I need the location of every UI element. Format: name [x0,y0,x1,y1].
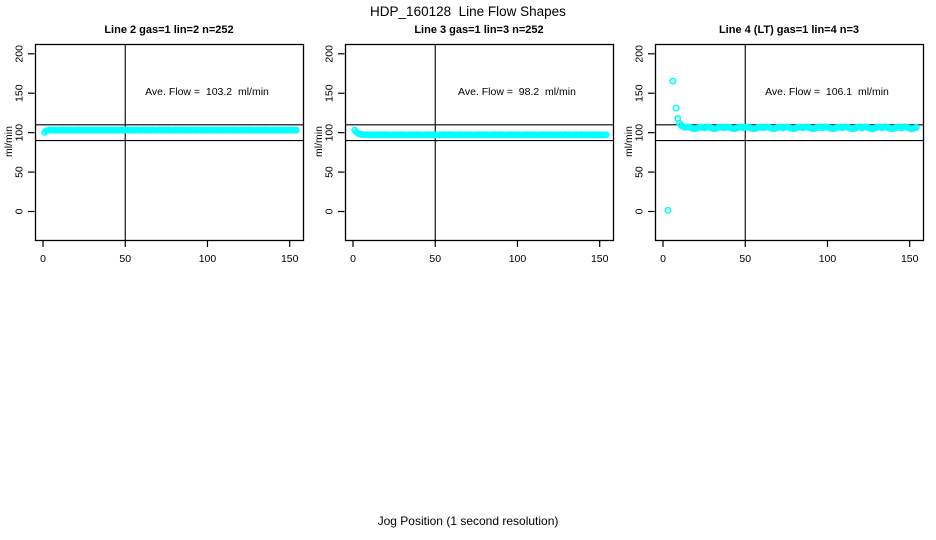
y-tick-label: 50 [634,166,646,178]
data-points [351,126,610,139]
plot-box [654,43,925,242]
x-tick-labels: 0 50 100 150 [350,253,609,265]
reference-lines [345,44,613,240]
x-tick-label: 0 [350,253,356,265]
y-tick-labels: 0 50 100 150 200 [324,45,336,215]
y-tick-labels: 0 50 100 150 200 [634,45,646,215]
x-axis-label: Jog Position (1 second resolution) [377,514,559,528]
plot-area: 0 50 100 150 0 50 100 150 200 [324,43,615,265]
ave-flow-annotation: Ave. Flow = 106.1 ml/min [765,86,889,98]
y-tick-labels: 0 50 100 150 200 [14,45,26,215]
x-tick-label: 150 [901,253,919,265]
x-tick-label: 50 [119,253,131,265]
subplot-title: Line 4 (LT) gas=1 lin=4 n=3 [718,24,860,36]
plot-box [34,43,305,242]
plot-area: 0 50 100 150 0 50 100 150 200 [14,43,305,265]
data-point [664,206,672,214]
y-tick-label: 50 [324,166,336,178]
subplot-panel-line4: Line 4 (LT) gas=1 lin=4 n=3 ml/min Ave. … [620,0,936,300]
x-tick-labels: 0 50 100 150 [40,253,299,265]
y-tick-label: 50 [14,166,26,178]
x-tick-label: 150 [281,253,299,265]
data-point [912,124,920,131]
y-tick-label: 100 [634,124,646,142]
y-tick-label: 150 [634,84,646,102]
y-tick-label: 150 [324,84,336,102]
x-tick-label: 50 [429,253,441,265]
reference-lines [35,44,303,240]
y-tick-label: 0 [14,208,26,214]
subplot-title: Line 3 gas=1 lin=3 n=252 [414,24,544,36]
x-tick-label: 150 [591,253,609,265]
data-point [292,126,300,134]
y-tick-label: 200 [324,45,336,63]
figure-main-title: HDP_160128 Line Flow Shapes [370,4,566,19]
y-tick-label: 0 [324,208,336,214]
y-tick-label: 100 [324,124,336,142]
y-tick-label: 100 [14,124,26,142]
axis-ticks [648,53,911,247]
data-points [664,77,920,214]
subplot-title: Line 2 gas=1 lin=2 n=252 [104,24,234,36]
x-tick-label: 100 [509,253,527,265]
reference-lines [655,44,923,240]
axis-ticks [28,53,291,247]
x-tick-label: 50 [739,253,751,265]
y-tick-label: 0 [634,208,646,214]
subplot-panel-line2: Line 2 gas=1 lin=2 n=252 ml/min Ave. Flo… [0,0,316,300]
x-tick-label: 0 [660,253,666,265]
y-tick-label: 150 [14,84,26,102]
subplot-panel-line3: Line 3 gas=1 lin=3 n=252 ml/min Ave. Flo… [310,0,626,300]
plot-area: 0 50 100 150 0 50 100 150 200 [634,43,925,265]
data-point [672,104,680,112]
ave-flow-annotation: Ave. Flow = 98.2 ml/min [458,86,576,98]
plot-box [344,43,615,242]
x-tick-label: 100 [819,253,837,265]
y-tick-label: 200 [14,45,26,63]
data-point [669,77,677,85]
ave-flow-annotation: Ave. Flow = 103.2 ml/min [145,86,269,98]
axis-ticks [338,53,601,247]
y-tick-label: 200 [634,45,646,63]
data-point [602,131,610,139]
data-points [41,126,300,136]
x-tick-label: 100 [199,253,217,265]
x-tick-labels: 0 50 100 150 [660,253,919,265]
x-tick-label: 0 [40,253,46,265]
